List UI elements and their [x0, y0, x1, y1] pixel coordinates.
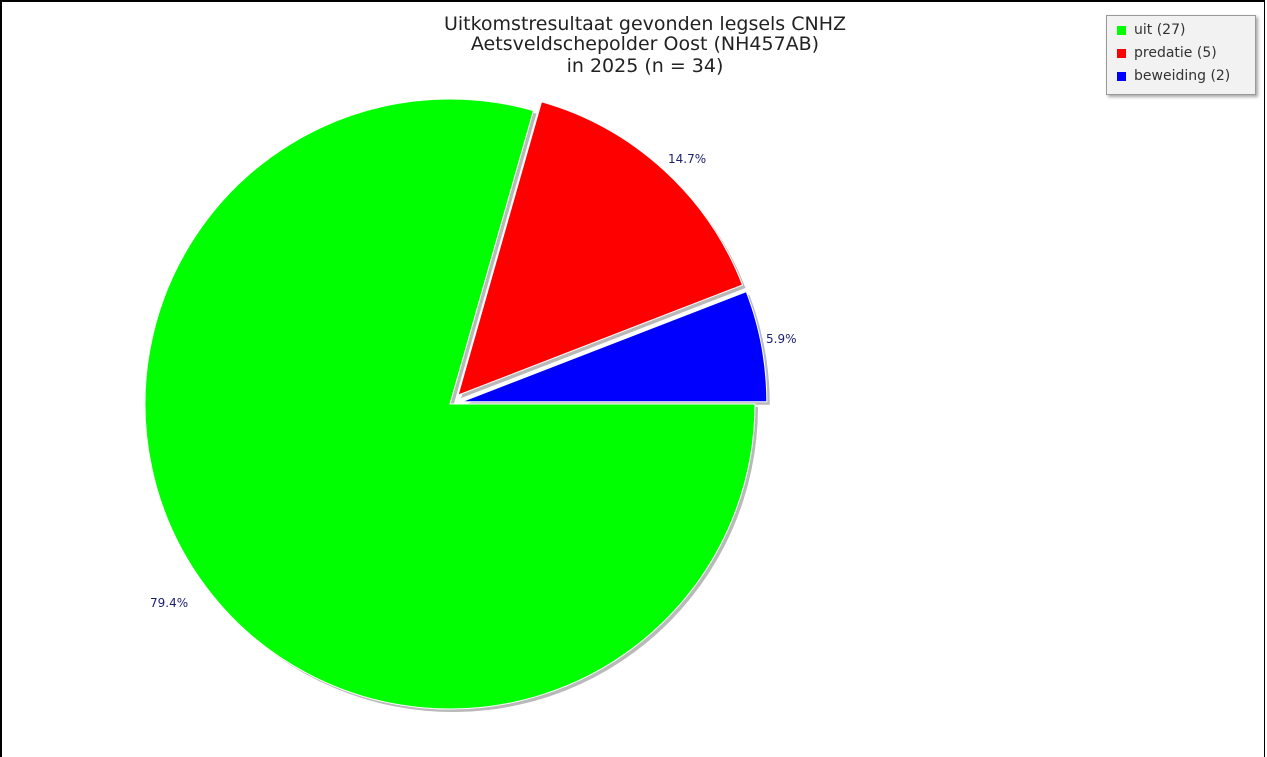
legend-item-predatie: predatie (5) [1117, 43, 1217, 63]
pie-percent-label-1: 14.7% [668, 152, 706, 166]
legend-swatch-beweiding [1117, 71, 1126, 81]
pie-slice-0 [144, 98, 756, 710]
legend: uit (27) predatie (5) beweiding (2) [1106, 15, 1256, 95]
legend-swatch-predatie [1117, 48, 1126, 58]
legend-label-predatie: predatie (5) [1134, 45, 1217, 61]
legend-item-uit: uit (27) [1117, 20, 1185, 40]
legend-label-uit: uit (27) [1134, 22, 1186, 38]
pie-percent-label-0: 79.4% [150, 596, 188, 610]
pie-slice-1 [457, 101, 744, 396]
legend-item-beweiding: beweiding (2) [1117, 66, 1230, 86]
pie-slice-2 [461, 290, 768, 403]
legend-label-beweiding: beweiding (2) [1134, 68, 1231, 84]
chart-title-line-3: in 2025 (n = 34) [566, 55, 724, 77]
legend-swatch-uit [1117, 25, 1126, 35]
chart-title-line-2: Aetsveldschepolder Oost (NH457AB) [470, 33, 820, 55]
pie-percent-label-2: 5.9% [766, 332, 797, 346]
chart-title-line-1: Uitkomstresultaat gevonden legsels CNHZ [443, 13, 847, 35]
